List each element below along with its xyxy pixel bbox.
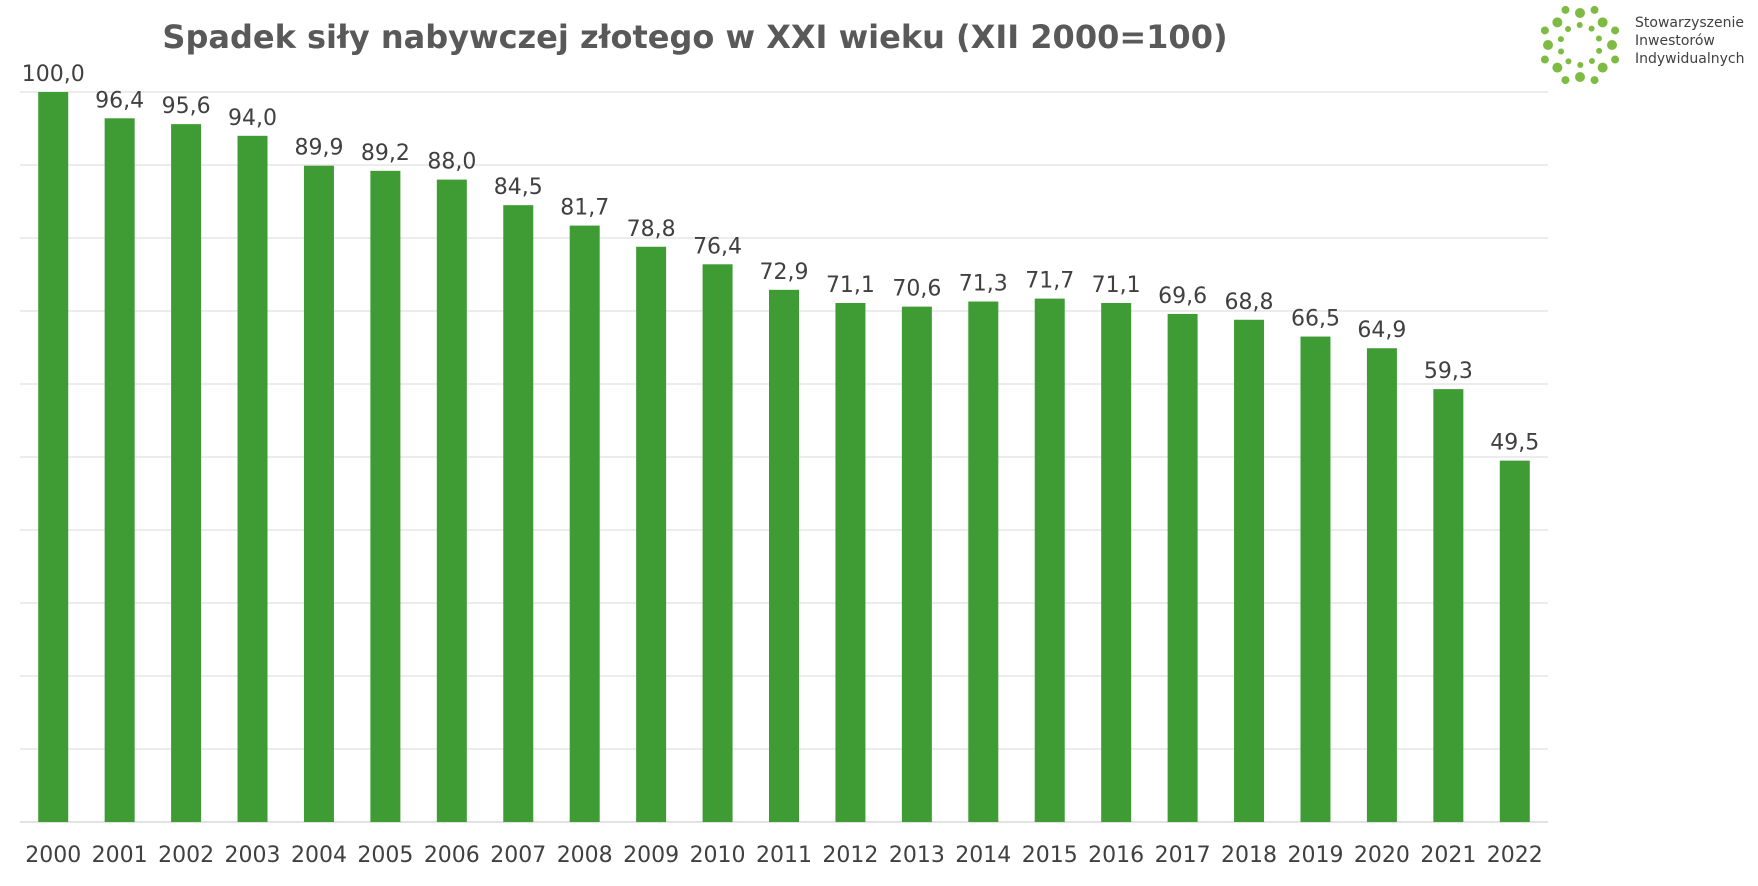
bar-2005 <box>370 170 401 823</box>
bar-2006 <box>436 179 467 823</box>
x-tick-label-2005: 2005 <box>357 843 413 868</box>
x-tick-label-2002: 2002 <box>158 843 214 868</box>
bar-2018 <box>1234 319 1265 822</box>
bar-2022 <box>1499 460 1530 822</box>
x-tick-label-2020: 2020 <box>1354 843 1410 868</box>
x-tick-label-2015: 2015 <box>1022 843 1078 868</box>
value-label-2016: 71,1 <box>1092 273 1141 298</box>
value-label-2012: 71,1 <box>826 273 875 298</box>
value-label-2013: 70,6 <box>892 277 941 302</box>
value-label-2022: 49,5 <box>1490 431 1539 456</box>
value-label-2008: 81,7 <box>560 196 609 221</box>
bar-2010 <box>702 264 733 822</box>
bar-2008 <box>569 225 600 823</box>
x-tick-label-2010: 2010 <box>690 843 746 868</box>
bar-2021 <box>1433 389 1464 822</box>
value-labels: 100,0 96,4 95,6 94,0 89,9 89,2 88,0 84,5 81,7 78,… <box>22 62 1540 456</box>
bar-2003 <box>237 135 268 823</box>
logo-line-3: Indywidualnych <box>1635 51 1745 67</box>
value-label-2017: 69,6 <box>1158 284 1207 309</box>
sii-logo-icon <box>1540 5 1620 85</box>
x-tick-label-2018: 2018 <box>1221 843 1277 868</box>
bars <box>38 92 1530 823</box>
bar-2014 <box>968 301 999 822</box>
x-tick-label-2017: 2017 <box>1155 843 1211 868</box>
bar-2007 <box>503 205 534 822</box>
x-tick-label-2022: 2022 <box>1487 843 1543 868</box>
x-tick-label-2014: 2014 <box>955 843 1011 868</box>
x-tick-label-2021: 2021 <box>1420 843 1476 868</box>
value-label-2003: 94,0 <box>228 106 277 131</box>
value-label-2020: 64,9 <box>1357 318 1406 343</box>
bar-2015 <box>1034 298 1065 823</box>
bar-2001 <box>104 118 135 822</box>
value-label-2007: 84,5 <box>494 175 543 200</box>
bar-2000 <box>38 92 69 822</box>
x-tick-label-2009: 2009 <box>623 843 679 868</box>
value-label-2001: 96,4 <box>95 88 144 113</box>
x-tick-label-2003: 2003 <box>225 843 281 868</box>
value-label-2011: 72,9 <box>760 260 809 285</box>
logo-line-2: Inwestorów <box>1635 33 1715 49</box>
value-label-2005: 89,2 <box>361 141 410 166</box>
x-tick-label-2016: 2016 <box>1088 843 1144 868</box>
bar-2019 <box>1300 336 1331 822</box>
value-label-2004: 89,9 <box>294 136 343 161</box>
bar-2009 <box>636 246 667 822</box>
bar-2016 <box>1101 302 1132 823</box>
value-label-2019: 66,5 <box>1291 307 1340 332</box>
x-tick-label-2001: 2001 <box>92 843 148 868</box>
value-label-2010: 76,4 <box>693 234 742 259</box>
x-tick-label-2011: 2011 <box>756 843 812 868</box>
x-tick-labels: 2000 2001 2002 2003 2004 2005 2006 2007 2008 2009… <box>25 843 1543 868</box>
value-label-2018: 68,8 <box>1225 290 1274 315</box>
logo-text: Stowarzyszenie Inwestorów Indywidualnych <box>1635 14 1744 68</box>
x-tick-label-2006: 2006 <box>424 843 480 868</box>
value-label-2009: 78,8 <box>627 217 676 242</box>
x-tick-label-2007: 2007 <box>490 843 546 868</box>
bar-2020 <box>1366 348 1397 822</box>
x-tick-label-2004: 2004 <box>291 843 347 868</box>
value-label-2000: 100,0 <box>22 62 85 87</box>
x-tick-label-2008: 2008 <box>557 843 613 868</box>
chart-title: Spadek siły nabywczej złotego w XXI wiek… <box>162 18 1228 56</box>
bar-2002 <box>171 124 202 823</box>
value-label-2006: 88,0 <box>427 150 476 175</box>
bar-2004 <box>303 165 334 823</box>
x-tick-label-2013: 2013 <box>889 843 945 868</box>
bar-2017 <box>1167 313 1198 822</box>
value-label-2014: 71,3 <box>959 272 1008 297</box>
logo-line-1: Stowarzyszenie <box>1635 15 1744 31</box>
x-tick-label-2000: 2000 <box>25 843 81 868</box>
x-tick-label-2019: 2019 <box>1287 843 1343 868</box>
value-label-2021: 59,3 <box>1424 359 1473 384</box>
x-tick-label-2012: 2012 <box>822 843 878 868</box>
bar-2013 <box>901 306 932 822</box>
value-label-2002: 95,6 <box>162 94 211 119</box>
bar-2012 <box>835 302 866 823</box>
bar-2011 <box>769 289 799 823</box>
value-label-2015: 71,7 <box>1025 269 1074 294</box>
